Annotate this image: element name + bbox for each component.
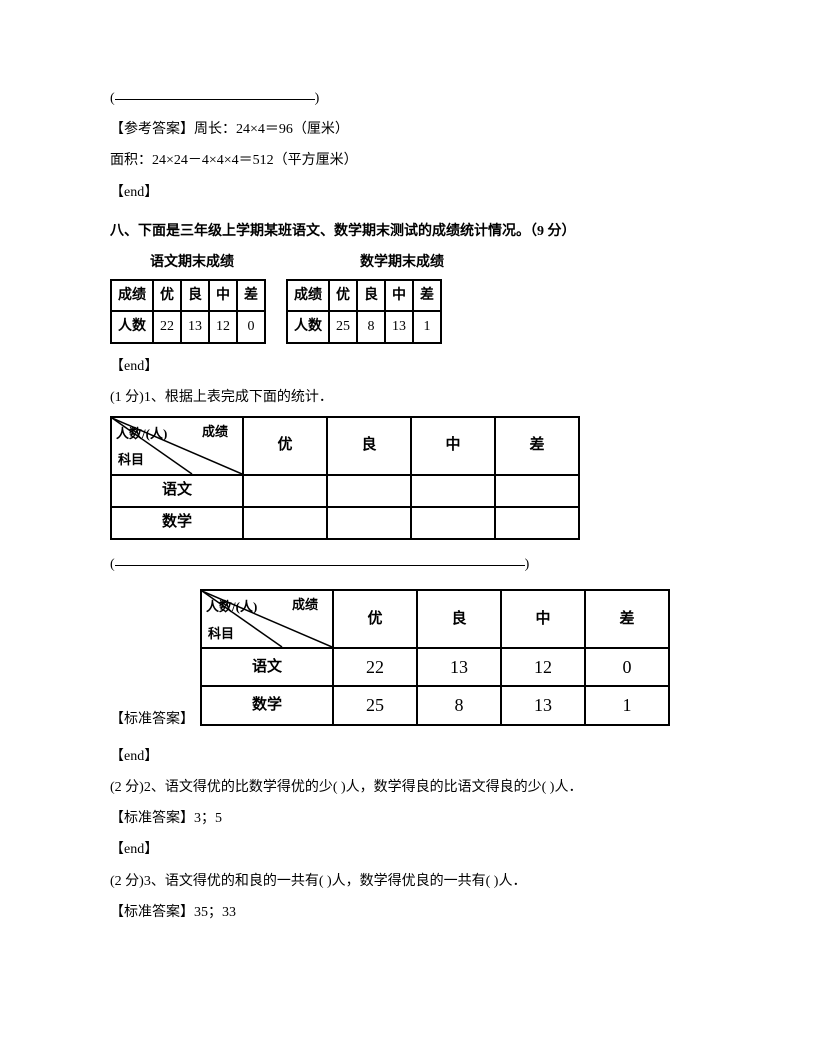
col-header: 中 — [209, 280, 237, 311]
col-header: 差 — [495, 417, 579, 475]
cell: 13 — [181, 311, 209, 342]
close-paren: ) — [525, 557, 530, 572]
empty-cell — [327, 475, 411, 507]
cell: 0 — [237, 311, 265, 342]
corner-cell: 人数/(人) 成绩 科目 — [201, 590, 333, 648]
col-header: 良 — [357, 280, 385, 311]
sub-q3-text: (2 分)3、语文得优的和良的一共有( )人，数学得优良的一共有( )人． — [110, 869, 706, 894]
table-chinese-small: 成绩 优 良 中 差 人数 22 13 12 0 — [110, 279, 266, 343]
cell: 22 — [153, 311, 181, 342]
col-header: 差 — [413, 280, 441, 311]
col-header: 差 — [237, 280, 265, 311]
end-marker-2: 【end】 — [110, 354, 706, 379]
empty-cell — [327, 507, 411, 539]
subtitle-math: 数学期末成绩 — [360, 250, 444, 275]
corner-label-a: 成绩 — [292, 593, 318, 616]
col-header: 优 — [333, 590, 417, 648]
big-table-answer: 人数/(人) 成绩 科目 优 良 中 差 语文 22 13 12 0 数学 25… — [200, 589, 670, 726]
ans-cell: 13 — [501, 686, 585, 724]
std-ans-3: 【标准答案】35；33 — [110, 900, 706, 925]
close-paren: ) — [315, 91, 320, 106]
empty-cell — [411, 507, 495, 539]
sub-q1-text: (1 分)1、根据上表完成下面的统计． — [110, 385, 706, 410]
end-marker-1: 【end】 — [110, 180, 706, 205]
ref-answer-1: 【参考答案】周长：24×4＝96（厘米） — [110, 117, 706, 142]
cell: 25 — [329, 311, 357, 342]
empty-cell — [243, 475, 327, 507]
std-ans-label: 【标准答案】 — [110, 905, 194, 920]
ans-cell: 0 — [585, 648, 669, 686]
end-marker-3: 【end】 — [110, 744, 706, 769]
cell: 13 — [385, 311, 413, 342]
corner-label-c: 科目 — [208, 622, 234, 645]
cell: 8 — [357, 311, 385, 342]
ans-cell: 12 — [501, 648, 585, 686]
row-header: 成绩 — [287, 280, 329, 311]
corner-cell: 人数/(人) 成绩 科目 — [111, 417, 243, 475]
row-subject: 数学 — [111, 507, 243, 539]
empty-cell — [243, 507, 327, 539]
col-header: 差 — [585, 590, 669, 648]
corner-label-a: 成绩 — [202, 420, 228, 443]
row-header: 人数 — [111, 311, 153, 342]
std-ans-label-1: 【标准答案】 — [110, 707, 194, 738]
col-header: 优 — [243, 417, 327, 475]
blank-underline-1 — [115, 97, 315, 100]
blank-paren-1: () — [110, 86, 706, 111]
std-ans-2: 【标准答案】3；5 — [110, 806, 706, 831]
col-header: 优 — [329, 280, 357, 311]
ans-cell: 1 — [585, 686, 669, 724]
empty-cell — [495, 475, 579, 507]
subtitle-row: 语文期末成绩 数学期末成绩 — [150, 250, 706, 275]
cell: 12 — [209, 311, 237, 342]
empty-cell — [495, 507, 579, 539]
big-table-empty: 人数/(人) 成绩 科目 优 良 中 差 语文 数学 — [110, 416, 580, 540]
col-header: 优 — [153, 280, 181, 311]
cell: 1 — [413, 311, 441, 342]
std-ans-value: 3；5 — [194, 811, 222, 826]
std-ans-value: 35；33 — [194, 905, 236, 920]
sub-q2-text: (2 分)2、语文得优的比数学得优的少( )人，数学得良的比语文得良的少( )人… — [110, 775, 706, 800]
row-header: 成绩 — [111, 280, 153, 311]
blank-underline-2 — [115, 563, 525, 566]
small-tables-row: 成绩 优 良 中 差 人数 22 13 12 0 成绩 优 良 中 差 人数 2… — [110, 279, 706, 343]
end-marker-4: 【end】 — [110, 837, 706, 862]
row-subject: 语文 — [201, 648, 333, 686]
ans-cell: 8 — [417, 686, 501, 724]
row-header: 人数 — [287, 311, 329, 342]
ans-cell: 13 — [417, 648, 501, 686]
table-math-small: 成绩 优 良 中 差 人数 25 8 13 1 — [286, 279, 442, 343]
corner-label-b: 人数/(人) — [116, 422, 167, 445]
empty-cell — [411, 475, 495, 507]
col-header: 良 — [417, 590, 501, 648]
row-subject: 语文 — [111, 475, 243, 507]
row-subject: 数学 — [201, 686, 333, 724]
section-8-title: 八、下面是三年级上学期某班语文、数学期末测试的成绩统计情况。（9 分） — [110, 219, 706, 244]
blank-paren-2: () — [110, 552, 706, 577]
corner-label-b: 人数/(人) — [206, 595, 257, 618]
ref-answer-label: 【参考答案】 — [110, 122, 194, 137]
ans-cell: 22 — [333, 648, 417, 686]
col-header: 良 — [181, 280, 209, 311]
col-header: 中 — [385, 280, 413, 311]
ref-answer-text-1: 周长：24×4＝96（厘米） — [194, 122, 349, 137]
ans-cell: 25 — [333, 686, 417, 724]
ref-answer-2: 面积：24×24－4×4×4＝512（平方厘米） — [110, 148, 706, 173]
col-header: 中 — [501, 590, 585, 648]
col-header: 良 — [327, 417, 411, 475]
col-header: 中 — [411, 417, 495, 475]
subtitle-chinese: 语文期末成绩 — [150, 250, 360, 275]
corner-label-c: 科目 — [118, 448, 144, 471]
std-ans-label: 【标准答案】 — [110, 811, 194, 826]
